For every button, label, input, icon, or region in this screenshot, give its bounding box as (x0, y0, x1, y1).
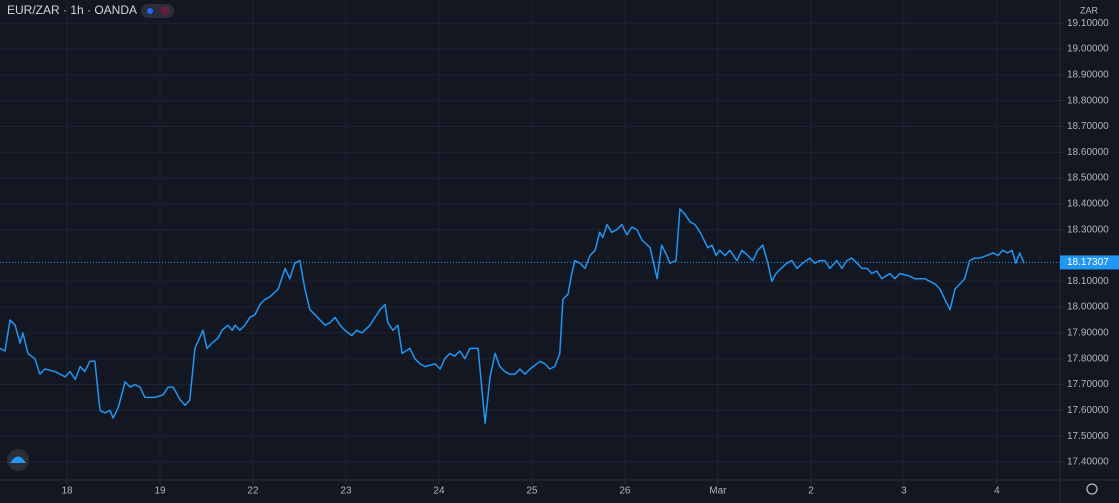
x-tick-label: 3 (901, 486, 907, 497)
x-tick-label: 24 (433, 486, 445, 497)
settings-icon[interactable] (1086, 483, 1098, 495)
y-tick-label: 18.90000 (1067, 69, 1109, 80)
x-tick-label: Mar (709, 486, 727, 497)
y-tick-label: 19.00000 (1067, 44, 1109, 55)
chart-title: EUR/ZAR · 1h · OANDA (7, 3, 137, 17)
x-tick-label: 19 (154, 486, 166, 497)
last-price-label: 18.17307 (1067, 257, 1109, 268)
x-tick-label: 2 (808, 486, 814, 497)
grid (0, 0, 1060, 480)
x-tick-label: 18 (61, 486, 73, 497)
y-tick-label: 18.80000 (1067, 95, 1109, 106)
logo-icon (10, 456, 26, 463)
x-tick-label: 23 (340, 486, 352, 497)
y-tick-label: 19.10000 (1067, 18, 1109, 29)
price-line (0, 208, 1025, 424)
y-tick-label: 17.70000 (1067, 379, 1109, 390)
y-tick-label: 17.80000 (1067, 353, 1109, 364)
status-dot (160, 6, 170, 16)
x-tick-label: 22 (247, 486, 259, 497)
last-price-tag (1060, 255, 1119, 270)
y-tick-label: 18.30000 (1067, 224, 1109, 235)
y-tick-label: 17.60000 (1067, 405, 1109, 416)
y-tick-label: 17.40000 (1067, 457, 1109, 468)
x-tick-label: 25 (526, 486, 538, 497)
y-tick-label: 18.10000 (1067, 276, 1109, 287)
status-dot (147, 8, 153, 14)
y-tick-label: 18.70000 (1067, 121, 1109, 132)
x-tick-label: 26 (619, 486, 631, 497)
y-tick-label: 18.40000 (1067, 199, 1109, 210)
y-tick-label: 18.00000 (1067, 302, 1109, 313)
x-tick-label: 4 (994, 486, 1000, 497)
y-tick-label: 17.90000 (1067, 328, 1109, 339)
y-tick-label: 18.50000 (1067, 173, 1109, 184)
currency-label: ZAR (1080, 5, 1099, 15)
y-tick-label: 18.60000 (1067, 147, 1109, 158)
y-tick-label: 17.50000 (1067, 431, 1109, 442)
